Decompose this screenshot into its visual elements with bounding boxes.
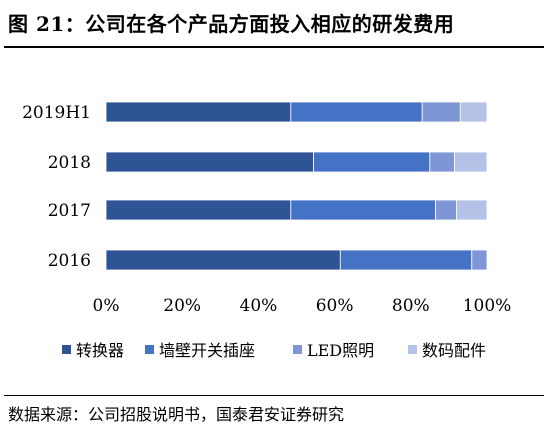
bar-segment-2016-s3	[471, 249, 488, 271]
category-label: 2019H1	[22, 103, 91, 123]
category-label: 2016	[48, 251, 91, 271]
bar-segment-2019h1-s1	[105, 101, 292, 123]
title-divider	[4, 46, 544, 48]
bar-segment-2017-s1	[105, 199, 292, 221]
legend-swatch	[62, 345, 71, 354]
legend-swatch	[293, 345, 302, 354]
bar-segment-2019h1-s4	[459, 101, 488, 123]
bar-segment-2016-s1	[105, 249, 341, 271]
bar-segment-2018-s2	[313, 151, 431, 173]
x-tick-labels: 0% 20% 40% 60% 80% 100%	[93, 296, 512, 316]
bar-segment-2019h1-s3	[421, 101, 461, 123]
legend-swatch	[408, 345, 417, 354]
source-divider	[4, 395, 544, 396]
x-tick-label: 80%	[392, 296, 430, 316]
bar-group	[105, 101, 488, 271]
bar-segment-2018-s1	[105, 151, 315, 173]
legend-swatch	[145, 345, 154, 354]
bar-segment-2017-s3	[435, 199, 458, 221]
legend-label: 墙壁开关插座	[159, 341, 255, 360]
bar-segment-2017-s4	[456, 199, 488, 221]
legend-label: LED照明	[307, 341, 374, 360]
bar-segment-2017-s2	[290, 199, 436, 221]
category-label: 2018	[48, 153, 91, 173]
x-tick-label: 20%	[163, 296, 201, 316]
source-note: 数据来源：公司招股说明书，国泰君安证券研究	[8, 405, 345, 424]
bar-segment-2019h1-s2	[290, 101, 423, 123]
bar-segment-2018-s4	[454, 151, 488, 173]
bar-segment-2018-s3	[429, 151, 455, 173]
legend-label: 转换器	[76, 341, 124, 360]
chart-title: 图 21：公司在各个产品方面投入相应的研发费用	[8, 12, 455, 36]
bar-segment-2016-s2	[339, 249, 473, 271]
category-labels: 2019H1 2018 2017 2016	[22, 103, 91, 271]
x-tick-label: 0%	[93, 296, 120, 316]
category-label: 2017	[48, 201, 91, 221]
x-tick-label: 100%	[463, 296, 512, 316]
x-tick-label: 40%	[240, 296, 278, 316]
legend-label: 数码配件	[422, 341, 486, 360]
x-tick-label: 60%	[316, 296, 354, 316]
stacked-bar-chart: 2019H1 2018 2017 2016 0% 20% 40% 60% 80% 100% 转换…	[22, 101, 512, 360]
legend: 转换器 墙壁开关插座 LED照明 数码配件	[62, 341, 486, 360]
